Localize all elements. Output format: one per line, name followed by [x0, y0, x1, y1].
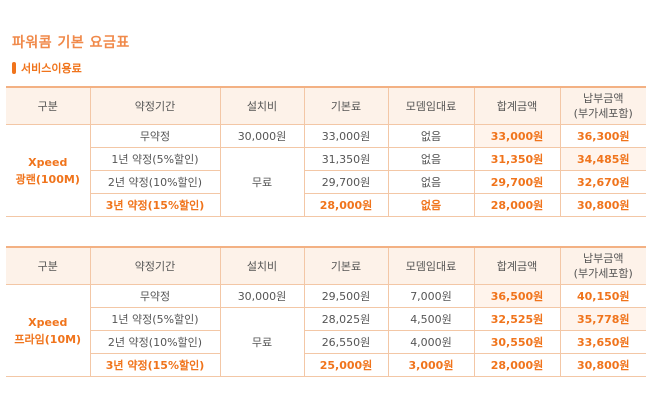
- header-payment: 납부금액 (부가세포함): [559, 246, 646, 285]
- header-install-fee: 설치비: [219, 246, 305, 285]
- fee-table-prime: 구분 약정기간 설치비 기본료 모뎀임대료 합계금액 납부금액 (부가세포함) X…: [6, 246, 646, 377]
- base-fee-cell: 28,025원: [303, 307, 389, 331]
- modem-fee-cell: 4,500원: [387, 307, 475, 331]
- section-label-text: 서비스이용료: [21, 62, 82, 75]
- table-header-row: 구분 약정기간 설치비 기본료 모뎀임대료 합계금액 납부금액 (부가세포함): [6, 246, 646, 285]
- base-fee-cell: 29,500원: [303, 284, 389, 308]
- header-category: 구분: [6, 246, 91, 285]
- table-row: Xpeed 프라임(10M) 무약정 30,000원 29,500원 7,000원…: [6, 284, 646, 377]
- modem-fee-cell: 3,000원: [387, 353, 475, 377]
- table-row: 3년 약정(15%할인) 28,000원 없음 28,000원 30,800원: [6, 193, 646, 217]
- term-cell: 1년 약정(5%할인): [90, 147, 221, 171]
- header-term: 약정기간: [89, 86, 221, 125]
- payment-cell: 32,670원: [559, 170, 646, 194]
- modem-fee-cell: 4,000원: [387, 330, 475, 354]
- payment-cell: 30,800원: [559, 353, 646, 377]
- payment-cell: 40,150원: [559, 284, 646, 308]
- term-cell: 2년 약정(10%할인): [90, 170, 221, 194]
- payment-cell: 36,300원: [559, 124, 646, 148]
- term-cell: 무약정: [89, 124, 221, 148]
- table-row: 1년 약정(5%할인) 무료 28,025원 4,500원 32,525원 35…: [6, 307, 646, 377]
- table-header-row: 구분 약정기간 설치비 기본료 모뎀임대료 합계금액 납부금액 (부가세포함): [6, 86, 646, 125]
- table-row: 2년 약정(10%할인) 29,700원 없음 29,700원 32,670원: [6, 170, 646, 194]
- header-category: 구분: [6, 86, 91, 125]
- header-total: 합계금액: [473, 86, 561, 125]
- total-cell: 29,700원: [473, 170, 561, 194]
- product-name: Xpeed 프라임(10M): [6, 284, 91, 377]
- term-cell: 3년 약정(15%할인): [90, 353, 221, 377]
- header-term: 약정기간: [89, 246, 221, 285]
- header-modem-fee: 모뎀임대료: [387, 86, 475, 125]
- total-cell: 31,350원: [473, 147, 561, 171]
- payment-cell: 30,800원: [559, 193, 646, 217]
- total-cell: 33,000원: [473, 124, 561, 148]
- modem-fee-cell: 7,000원: [387, 284, 475, 308]
- base-fee-cell: 26,550원: [303, 330, 389, 354]
- table-row: Xpeed 광랜(100M) 무약정 30,000원 33,000원 없음 33,…: [6, 124, 646, 217]
- total-cell: 36,500원: [473, 284, 561, 308]
- product-name: Xpeed 광랜(100M): [6, 124, 91, 217]
- base-fee-cell: 28,000원: [303, 193, 389, 217]
- page-title: 파워콤 기본 요금표: [12, 35, 130, 51]
- header-install-fee: 설치비: [219, 86, 305, 125]
- header-base-fee: 기본료: [303, 86, 389, 125]
- base-fee-cell: 31,350원: [303, 147, 389, 171]
- header-payment: 납부금액 (부가세포함): [559, 86, 646, 125]
- modem-fee-cell: 없음: [387, 124, 475, 148]
- payment-cell: 34,485원: [559, 147, 646, 171]
- term-cell: 1년 약정(5%할인): [90, 307, 221, 331]
- table-row: 1년 약정(5%할인) 무료 31,350원 없음 31,350원 34,485…: [6, 147, 646, 217]
- term-cell: 무약정: [89, 284, 221, 308]
- bullet-icon: [12, 62, 16, 74]
- install-fee-cell: 30,000원: [219, 124, 305, 148]
- payment-cell: 33,650원: [559, 330, 646, 354]
- modem-fee-cell: 없음: [387, 170, 475, 194]
- term-cell: 3년 약정(15%할인): [90, 193, 221, 217]
- term-cell: 2년 약정(10%할인): [90, 330, 221, 354]
- install-fee-cell: 무료: [219, 307, 305, 377]
- header-modem-fee: 모뎀임대료: [387, 246, 475, 285]
- base-fee-cell: 29,700원: [303, 170, 389, 194]
- modem-fee-cell: 없음: [387, 193, 475, 217]
- header-total: 합계금액: [473, 246, 561, 285]
- total-cell: 28,000원: [473, 193, 561, 217]
- header-base-fee: 기본료: [303, 246, 389, 285]
- base-fee-cell: 25,000원: [303, 353, 389, 377]
- section-label: 서비스이용료: [12, 60, 82, 76]
- table-row: 3년 약정(15%할인) 25,000원 3,000원 28,000원 30,8…: [6, 353, 646, 377]
- base-fee-cell: 33,000원: [303, 124, 389, 148]
- install-fee-cell: 30,000원: [219, 284, 305, 308]
- install-fee-cell: 무료: [219, 147, 305, 217]
- total-cell: 32,525원: [473, 307, 561, 331]
- modem-fee-cell: 없음: [387, 147, 475, 171]
- fee-table-gwangraen: 구분 약정기간 설치비 기본료 모뎀임대료 합계금액 납부금액 (부가세포함) X…: [6, 86, 646, 217]
- total-cell: 30,550원: [473, 330, 561, 354]
- table-row: 2년 약정(10%할인) 26,550원 4,000원 30,550원 33,6…: [6, 330, 646, 354]
- total-cell: 28,000원: [473, 353, 561, 377]
- payment-cell: 35,778원: [559, 307, 646, 331]
